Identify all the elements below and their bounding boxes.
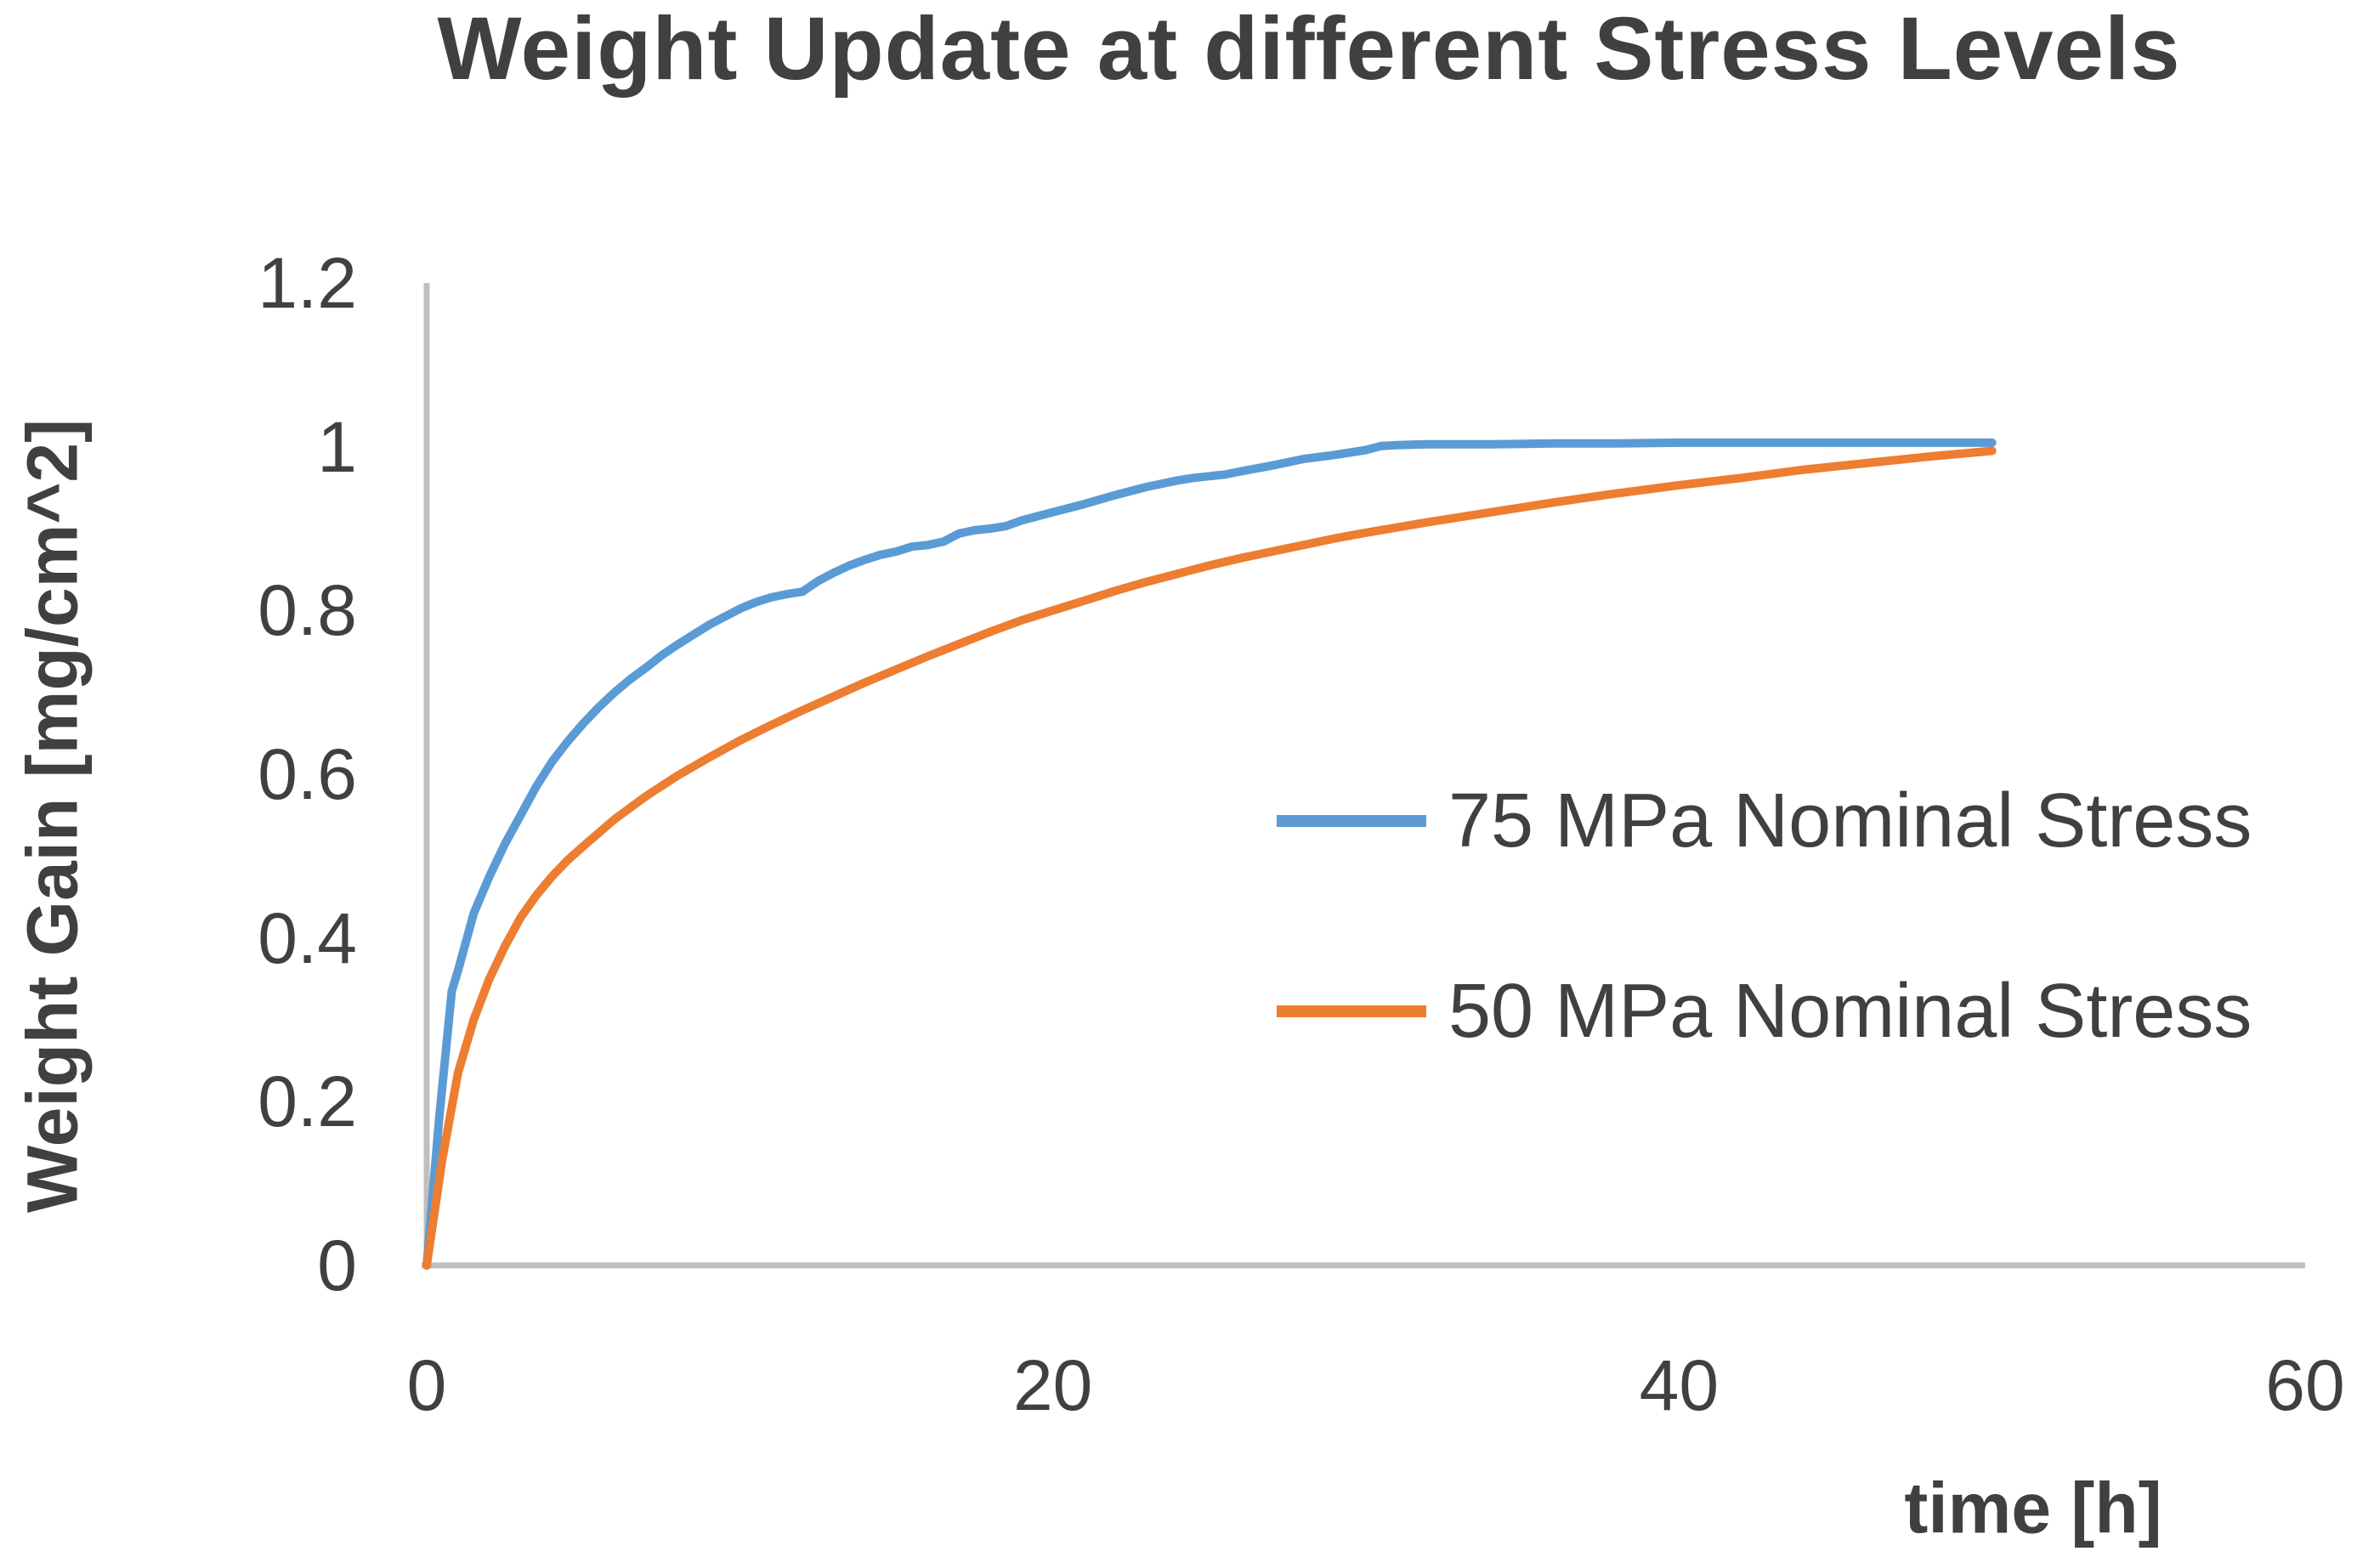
chart-title: Weight Update at different Stress Levels (437, 0, 2181, 99)
legend-line-75mpa-swatch (1277, 815, 1426, 827)
x-tick-label-20: 20 (1012, 1345, 1093, 1425)
x-axis-title: time [h] (1904, 1468, 2162, 1548)
legend-item-50mpa: 50 MPa Nominal Stress (1277, 969, 2252, 1054)
series-line-75mpa (422, 438, 1997, 1270)
y-tick-label-1: 1 (317, 406, 357, 487)
legend-item-75mpa: 75 MPa Nominal Stress (1277, 778, 2252, 863)
legend-label-75mpa: 75 MPa Nominal Stress (1448, 778, 2252, 863)
series-line-50mpa (422, 446, 1997, 1270)
y-tick-label-0: 0 (317, 1226, 357, 1305)
x-tick-label-0: 0 (406, 1345, 447, 1425)
x-tick-label-40: 40 (1639, 1345, 1720, 1425)
y-tick-label-0.4: 0.4 (258, 897, 357, 978)
legend-label-50mpa: 50 MPa Nominal Stress (1448, 968, 2252, 1054)
y-tick-label-0.8: 0.8 (258, 570, 357, 651)
legend-line-50mpa-swatch (1277, 1005, 1426, 1017)
y-tick-label-0.2: 0.2 (258, 1061, 357, 1142)
y-tick-label-1.2: 1.2 (258, 243, 357, 323)
x-tick-label-60: 60 (2265, 1345, 2345, 1425)
y-tick-label-0.6: 0.6 (258, 734, 357, 814)
